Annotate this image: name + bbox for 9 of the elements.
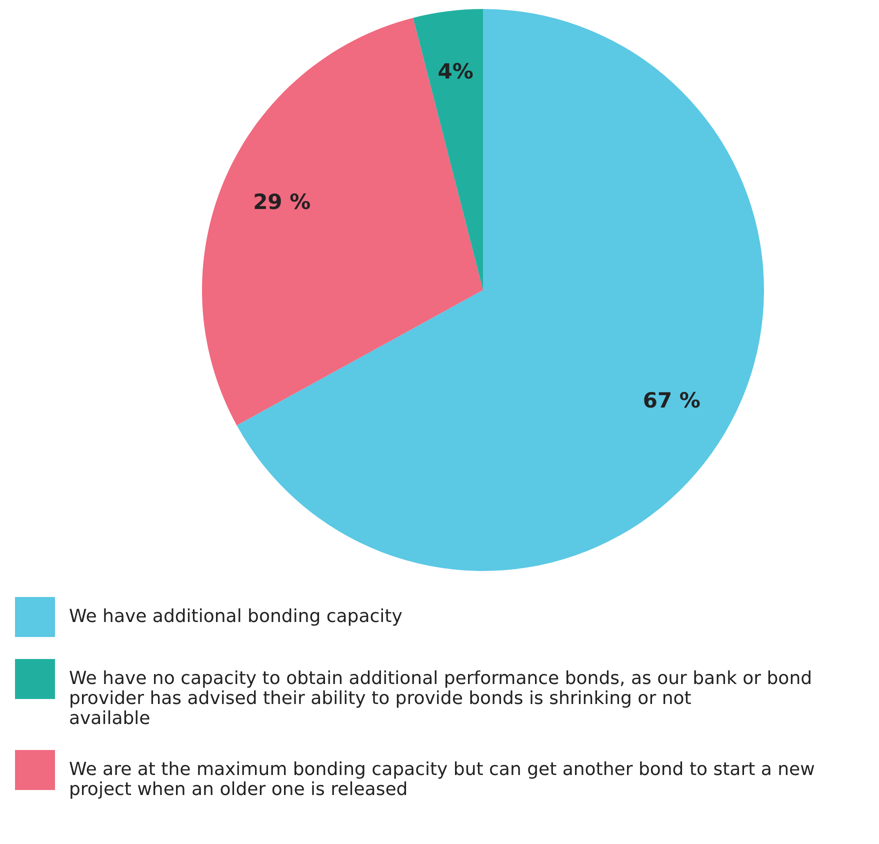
legend-label: We have no capacity to obtain additional performance bonds, as our bank or bond provider has advised their ability to provide bonds is shrinking or not available — [69, 668, 812, 729]
legend-label: We are at the maximum bonding capacity but can get another bond to start a new project when an older one is released — [69, 759, 815, 800]
pie-slice — [413, 9, 483, 290]
legend-label: We have additional bonding capacity — [69, 606, 403, 627]
pie-slice — [236, 9, 764, 571]
pie-slice — [202, 18, 483, 426]
data-label: 29 % — [253, 190, 311, 214]
data-label: 67 % — [642, 388, 700, 413]
data-label: 4% — [438, 60, 474, 84]
